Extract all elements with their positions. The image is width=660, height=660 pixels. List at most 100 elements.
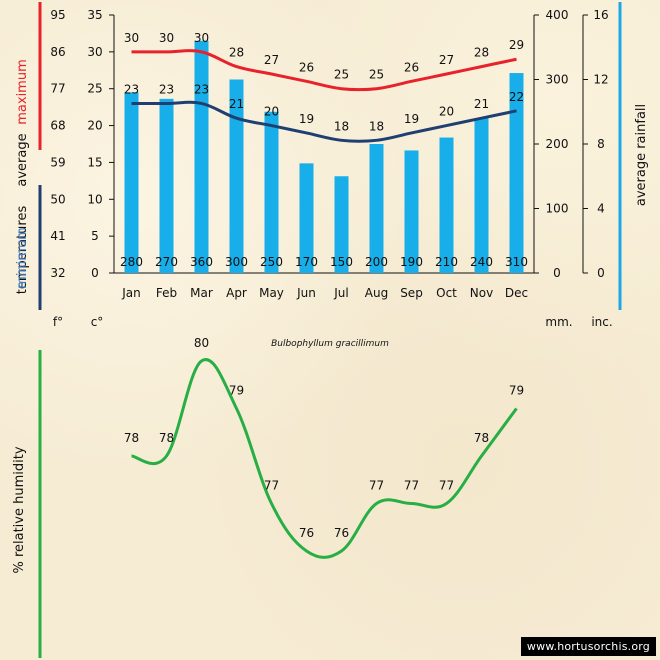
humidity-label: 78 — [159, 431, 174, 445]
min-temp-label: 20 — [439, 105, 454, 119]
min-temp-line — [131, 100, 517, 143]
rainfall-bar — [159, 98, 174, 273]
min-temp-label: 19 — [404, 112, 419, 126]
humidity-label: 79 — [229, 384, 244, 398]
min-temp-label: 20 — [264, 105, 279, 119]
rainfall-title: average rainfall — [634, 104, 649, 206]
month-label: Oct — [436, 286, 457, 300]
rainfall-bar — [474, 118, 489, 273]
fahrenheit-tick: 32 — [50, 266, 65, 280]
rainfall-label: 240 — [470, 255, 493, 269]
max-temp-label: 27 — [439, 53, 454, 67]
rainfall-label: 250 — [260, 255, 283, 269]
month-label: Jan — [121, 286, 141, 300]
max-temp-label: 30 — [124, 31, 139, 45]
rainfall-label: 360 — [190, 255, 213, 269]
humidity-label: 78 — [474, 431, 489, 445]
left-axis-titles: maximum average temperatures — [15, 59, 30, 294]
min-temp-label: 19 — [299, 112, 314, 126]
month-label: Mar — [190, 286, 213, 300]
humidity-label: 76 — [299, 526, 314, 540]
min-temp-label: 23 — [194, 82, 209, 96]
rainfall-bar — [194, 40, 209, 273]
rainfall-label: 170 — [295, 255, 318, 269]
fahrenheit-tick: 68 — [50, 119, 65, 133]
max-temp-title: maximum — [15, 59, 30, 125]
min-temp-label: 22 — [509, 90, 524, 104]
celsius-tick: 30 — [87, 45, 102, 59]
max-temp-label: 30 — [159, 31, 174, 45]
unit-celsius: c° — [91, 315, 104, 329]
avg-temp-title: average — [15, 133, 30, 186]
humidity-line — [131, 358, 518, 559]
celsius-tick: 25 — [87, 82, 102, 96]
temperatures-title: temperatures — [15, 206, 30, 295]
watermark: www.hortusorchis.org — [520, 637, 656, 656]
max-temp-line — [131, 49, 517, 92]
fahrenheit-tick: 41 — [50, 229, 65, 243]
rainfall-bar — [509, 73, 524, 273]
rainfall-bar — [264, 111, 279, 273]
min-temp-label: 21 — [474, 97, 489, 111]
max-temp-label: 27 — [264, 53, 279, 67]
rainfall-label: 190 — [400, 255, 423, 269]
inch-tick: 12 — [593, 73, 608, 87]
rainfall-label: 210 — [435, 255, 458, 269]
rainfall-label: 280 — [120, 255, 143, 269]
fahrenheit-tick: 86 — [50, 45, 65, 59]
fahrenheit-tick: 59 — [50, 155, 65, 169]
inch-tick: 8 — [597, 137, 605, 151]
month-label: Sep — [400, 286, 423, 300]
unit-fahrenheit: f° — [53, 315, 63, 329]
inch-tick: 4 — [597, 202, 605, 216]
mm-tick: 400 — [546, 8, 569, 22]
month-label: Apr — [226, 286, 247, 300]
humidity-label: 76 — [334, 526, 349, 540]
celsius-tick: 15 — [87, 155, 102, 169]
min-temp-label: 21 — [229, 97, 244, 111]
temperature-lines — [131, 49, 517, 143]
inch-tick: 0 — [597, 266, 605, 280]
species-caption: Bulbophyllum gracillimum — [271, 339, 389, 349]
rainfall-label: 150 — [330, 255, 353, 269]
humidity-label: 77 — [439, 479, 454, 493]
humidity-label: 77 — [264, 479, 279, 493]
celsius-tick: 20 — [87, 119, 102, 133]
month-label: Jun — [296, 286, 316, 300]
rainfall-bars — [124, 40, 524, 274]
min-temp-label: 18 — [334, 119, 349, 133]
humidity-chart: 78 78 80 79 77 76 76 77 77 77 78 79 — [124, 336, 524, 559]
month-label: Jul — [333, 286, 348, 300]
max-temp-label: 25 — [369, 68, 384, 82]
inch-tick: 16 — [593, 8, 608, 22]
mm-tick: 300 — [546, 73, 569, 87]
rainfall-bar — [369, 144, 384, 273]
min-temp-label: 23 — [124, 82, 139, 96]
humidity-label: 79 — [509, 384, 524, 398]
humidity-label: 80 — [194, 336, 209, 350]
rainfall-bar — [229, 79, 244, 273]
month-label: Feb — [156, 286, 177, 300]
celsius-tick: 35 — [87, 8, 102, 22]
max-temp-label: 28 — [229, 46, 244, 60]
max-temp-label: 28 — [474, 46, 489, 60]
rainfall-bar — [334, 176, 349, 273]
max-temp-label: 29 — [509, 38, 524, 52]
humidity-title: % relative humidity — [12, 446, 27, 573]
humidity-label: 78 — [124, 431, 139, 445]
axes-layer: 9586776859504132353025201510504003002001… — [50, 8, 608, 300]
month-label: Nov — [470, 286, 493, 300]
mm-tick: 100 — [546, 202, 569, 216]
celsius-tick: 0 — [91, 266, 99, 280]
rainfall-label: 310 — [505, 255, 528, 269]
rainfall-bar — [404, 150, 419, 273]
unit-mm: mm. — [545, 315, 572, 329]
max-temp-label: 26 — [404, 60, 419, 74]
fahrenheit-tick: 95 — [50, 8, 65, 22]
mm-tick: 200 — [546, 137, 569, 151]
month-label: Aug — [365, 286, 388, 300]
rainfall-bar — [124, 92, 139, 274]
rainfall-label: 270 — [155, 255, 178, 269]
month-label: Dec — [505, 286, 528, 300]
min-temp-title: minimum — [15, 227, 30, 289]
